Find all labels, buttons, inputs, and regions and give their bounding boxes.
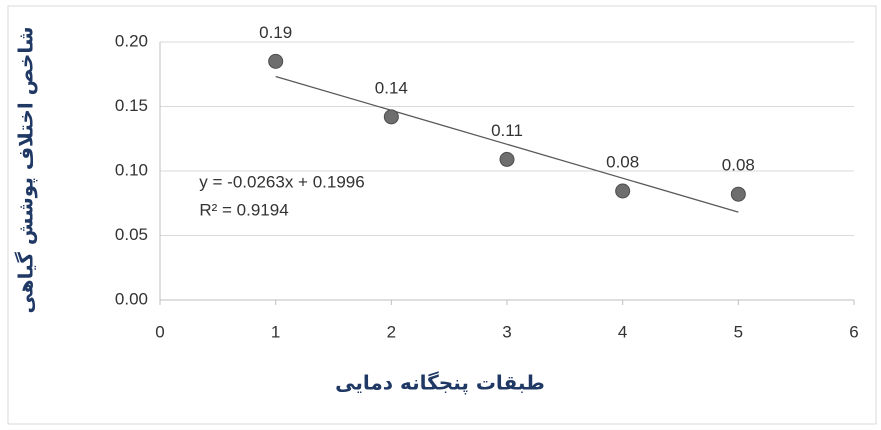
y-tick-label: 0.00 — [115, 289, 148, 308]
point — [499, 151, 515, 167]
y-tick-label: 0.05 — [115, 225, 148, 244]
y-tick-label: 0.15 — [115, 96, 148, 115]
point — [268, 53, 284, 69]
x-tick-label: 4 — [618, 322, 627, 341]
data-label: 0.08 — [722, 156, 755, 175]
x-axis-title: طبقات پنجگانه دمایی — [335, 371, 545, 396]
y-axis-title: شاخص اختلاف پوشش گیاهی — [14, 26, 39, 313]
x-tick-label: 2 — [387, 322, 396, 341]
data-label: 0.11 — [491, 121, 523, 140]
y-tick-label: 0.20 — [115, 31, 148, 50]
x-tick-label: 3 — [502, 322, 511, 341]
point — [730, 186, 746, 202]
data-label: 0.14 — [375, 78, 408, 97]
point — [383, 109, 399, 125]
trendline-r2: R² = 0.9194 — [199, 200, 288, 219]
chart-frame — [7, 5, 877, 425]
x-tick-label: 0 — [155, 322, 164, 341]
point — [615, 183, 631, 199]
data-label: 0.19 — [259, 23, 292, 42]
data-label: 0.08 — [606, 152, 639, 171]
y-tick-label: 0.10 — [115, 160, 148, 179]
x-tick-label: 6 — [849, 322, 858, 341]
x-tick-label: 1 — [271, 322, 280, 341]
x-tick-label: 5 — [734, 322, 743, 341]
trendline — [275, 75, 739, 213]
trendline-equation: y = -0.0263x + 0.1996 — [199, 172, 364, 191]
